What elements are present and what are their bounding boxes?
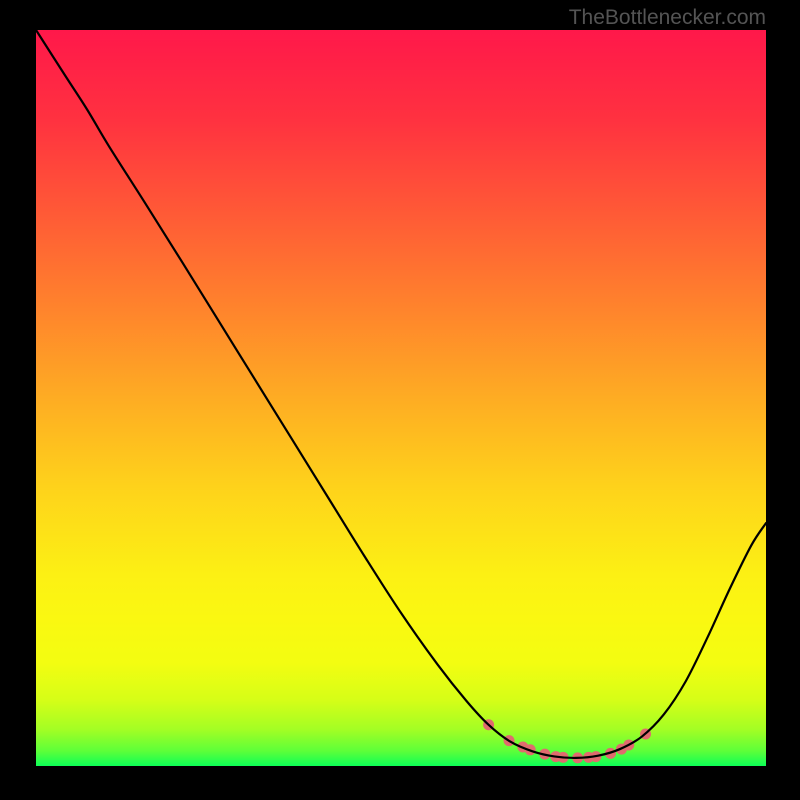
- watermark-text: TheBottlenecker.com: [569, 6, 766, 30]
- chart-svg: [0, 0, 800, 800]
- stage: TheBottlenecker.com: [0, 0, 800, 800]
- plot-background: [36, 30, 766, 766]
